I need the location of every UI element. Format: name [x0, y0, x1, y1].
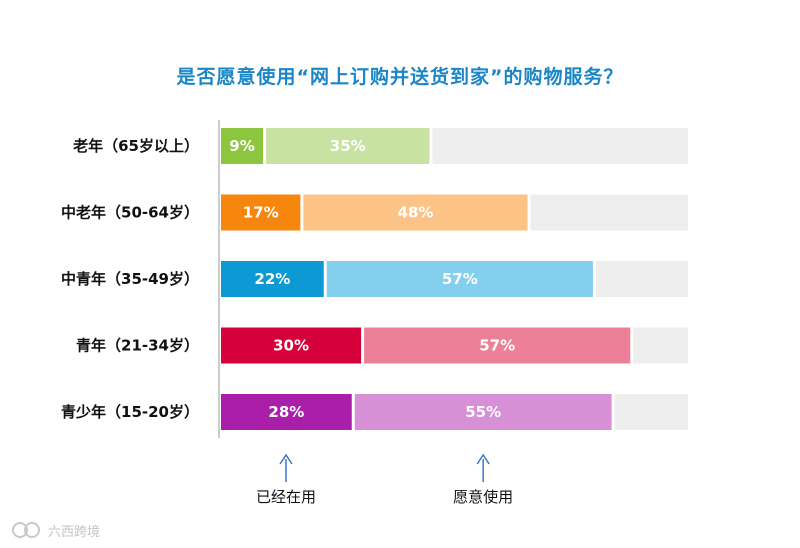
- category-label: 老年（65岁以上）: [72, 137, 199, 155]
- category-label: 中青年（35-49岁）: [61, 270, 199, 288]
- bar-willing-to-use: [266, 128, 430, 164]
- legend-willing-to-use: 愿意使用: [453, 488, 513, 506]
- bar-already-using: [221, 327, 362, 364]
- bar-willing-to-use: [326, 261, 593, 297]
- watermark-text: 六西跨境: [48, 524, 101, 540]
- category-label: 中老年（50-64岁）: [61, 204, 199, 222]
- bar-label-already-using: 17%: [243, 204, 279, 222]
- bar-remainder: [633, 327, 688, 364]
- bar-already-using: [221, 128, 264, 164]
- bar-label-already-using: 30%: [273, 337, 309, 355]
- bar-remainder: [614, 394, 688, 430]
- watermark-logo-icon: [12, 522, 40, 538]
- bar-remainder: [595, 261, 688, 297]
- bar-label-willing-to-use: 57%: [442, 270, 478, 288]
- bar-label-already-using: 22%: [254, 270, 290, 288]
- bar-label-already-using: 9%: [229, 137, 254, 155]
- bar-willing-to-use: [354, 394, 612, 430]
- category-label: 青少年（15-20岁）: [61, 403, 199, 421]
- bar-label-willing-to-use: 57%: [479, 337, 515, 355]
- watermark: 六西跨境: [10, 520, 100, 540]
- chart-title: 是否愿意使用“网上订购并送货到家”的购物服务？: [176, 66, 624, 88]
- bar-remainder: [432, 128, 688, 164]
- legend-already-using: 已经在用: [256, 488, 316, 506]
- bar-label-already-using: 28%: [268, 403, 304, 421]
- arrow-up-icon: [279, 453, 293, 465]
- bar-willing-to-use: [364, 327, 631, 364]
- bar-already-using: [221, 194, 301, 231]
- bar-label-willing-to-use: 55%: [465, 403, 501, 421]
- category-label: 青年（21-34岁）: [76, 337, 199, 355]
- bar-willing-to-use: [303, 194, 528, 231]
- bar-already-using: [221, 394, 352, 430]
- bar-label-willing-to-use: 48%: [398, 204, 434, 222]
- bar-remainder: [530, 194, 688, 231]
- bar-already-using: [221, 261, 324, 297]
- bar-label-willing-to-use: 35%: [330, 137, 366, 155]
- arrow-up-icon: [476, 453, 490, 465]
